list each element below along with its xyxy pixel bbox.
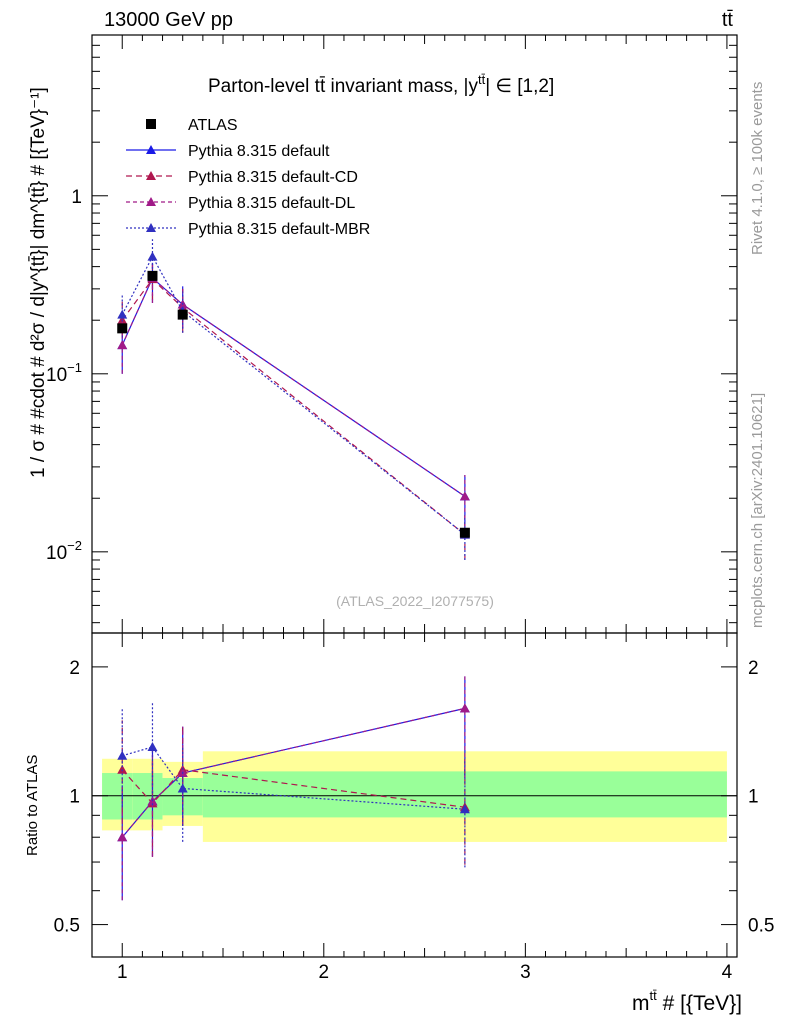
ratio-series-point [177, 783, 188, 793]
atlas-data-point [177, 309, 188, 320]
legend-entry: Pythia 8.315 default-DL [126, 195, 355, 212]
series-point [117, 309, 128, 319]
ratio-y-tick-label-left: 0.5 [54, 916, 80, 937]
main-y-axis-label: 1 / σ # #cdot # d²σ / d|y^{tt̄}| dm^{tt̄… [28, 87, 49, 478]
ratio-series-line [121, 769, 465, 808]
legend-label: ATLAS [188, 117, 238, 134]
legend-entry: Pythia 8.315 default-MBR [126, 221, 370, 238]
y-tick-label: 10−2 [46, 538, 82, 564]
ratio-series-line [121, 707, 466, 838]
legend-marker-triangle [146, 197, 156, 206]
legend-label: Pythia 8.315 default-MBR [188, 221, 370, 238]
ratio-y-tick-label-left: 1 [69, 787, 80, 808]
series-line [121, 278, 466, 536]
legend-label: Pythia 8.315 default-DL [188, 195, 355, 212]
legend-entry-atlas: ATLAS [146, 117, 238, 134]
main-panel-marks [117, 239, 470, 560]
ratio-series-point [147, 741, 158, 751]
axes: 1 2 3 4 10−2 10−1 1 0.5 0.5 1 1 2 2 [46, 34, 774, 983]
legend-entry: Pythia 8.315 default-CD [126, 169, 358, 186]
ratio-series-point [459, 703, 470, 713]
x-tick-label: 2 [319, 962, 330, 983]
ratio-y-tick-label-right: 1 [748, 787, 759, 808]
series-line [121, 277, 466, 497]
process-label: tt̄ [722, 9, 734, 31]
legend-marker-triangle [146, 145, 156, 154]
atlas-data-point [117, 323, 128, 334]
ratio-y-tick-label-left: 2 [69, 658, 80, 679]
legend-marker-square [146, 119, 156, 129]
y-tick-label: 10−1 [46, 360, 82, 386]
ratio-series-point [117, 832, 128, 842]
series-point [459, 491, 470, 501]
ratio-series-point [117, 750, 128, 760]
series-point [147, 251, 158, 261]
atlas-data-point [147, 270, 158, 281]
series-line [121, 277, 466, 497]
mcplots-source-label: mcplots.cern.ch [arXiv:2401.10621] [749, 393, 766, 628]
legend-marker-triangle [146, 223, 156, 232]
ratio-series-line [122, 746, 465, 810]
ratio-y-tick-label-right: 0.5 [748, 916, 774, 937]
legend-marker-triangle [146, 171, 156, 180]
series-line [121, 255, 466, 536]
series-point [117, 340, 128, 350]
x-tick-label: 1 [117, 962, 128, 983]
x-tick-label: 3 [520, 962, 531, 983]
plot-title: Parton-level tt̄ invariant mass, |ytt̄| … [208, 72, 554, 97]
legend-label: Pythia 8.315 default [188, 143, 330, 160]
legend-label: Pythia 8.315 default-CD [188, 169, 358, 186]
legend: ATLAS Pythia 8.315 default Pythia 8.315 de… [126, 117, 370, 238]
ratio-panel-frame [91, 632, 738, 958]
atlas-data-point [459, 527, 470, 538]
ratio-panel-marks [117, 676, 470, 901]
x-axis-label: mtt̄ # [{TeV}] [632, 988, 742, 1015]
y-tick-label: 1 [71, 187, 82, 208]
ratio-y-tick-label-right: 2 [748, 658, 759, 679]
legend-entry: Pythia 8.315 default [126, 143, 330, 160]
analysis-id-label: (ATLAS_2022_I2077575) [336, 593, 494, 609]
ratio-series-point [459, 804, 470, 814]
energy-label: 13000 GeV pp [104, 9, 233, 31]
ratio-uncertainty-bands [92, 751, 737, 842]
ratio-y-axis-label: Ratio to ATLAS [24, 755, 41, 856]
rivet-version-label: Rivet 4.1.0, ≥ 100k events [749, 82, 766, 255]
ratio-band-inner [102, 773, 133, 820]
x-tick-label: 4 [722, 962, 733, 983]
